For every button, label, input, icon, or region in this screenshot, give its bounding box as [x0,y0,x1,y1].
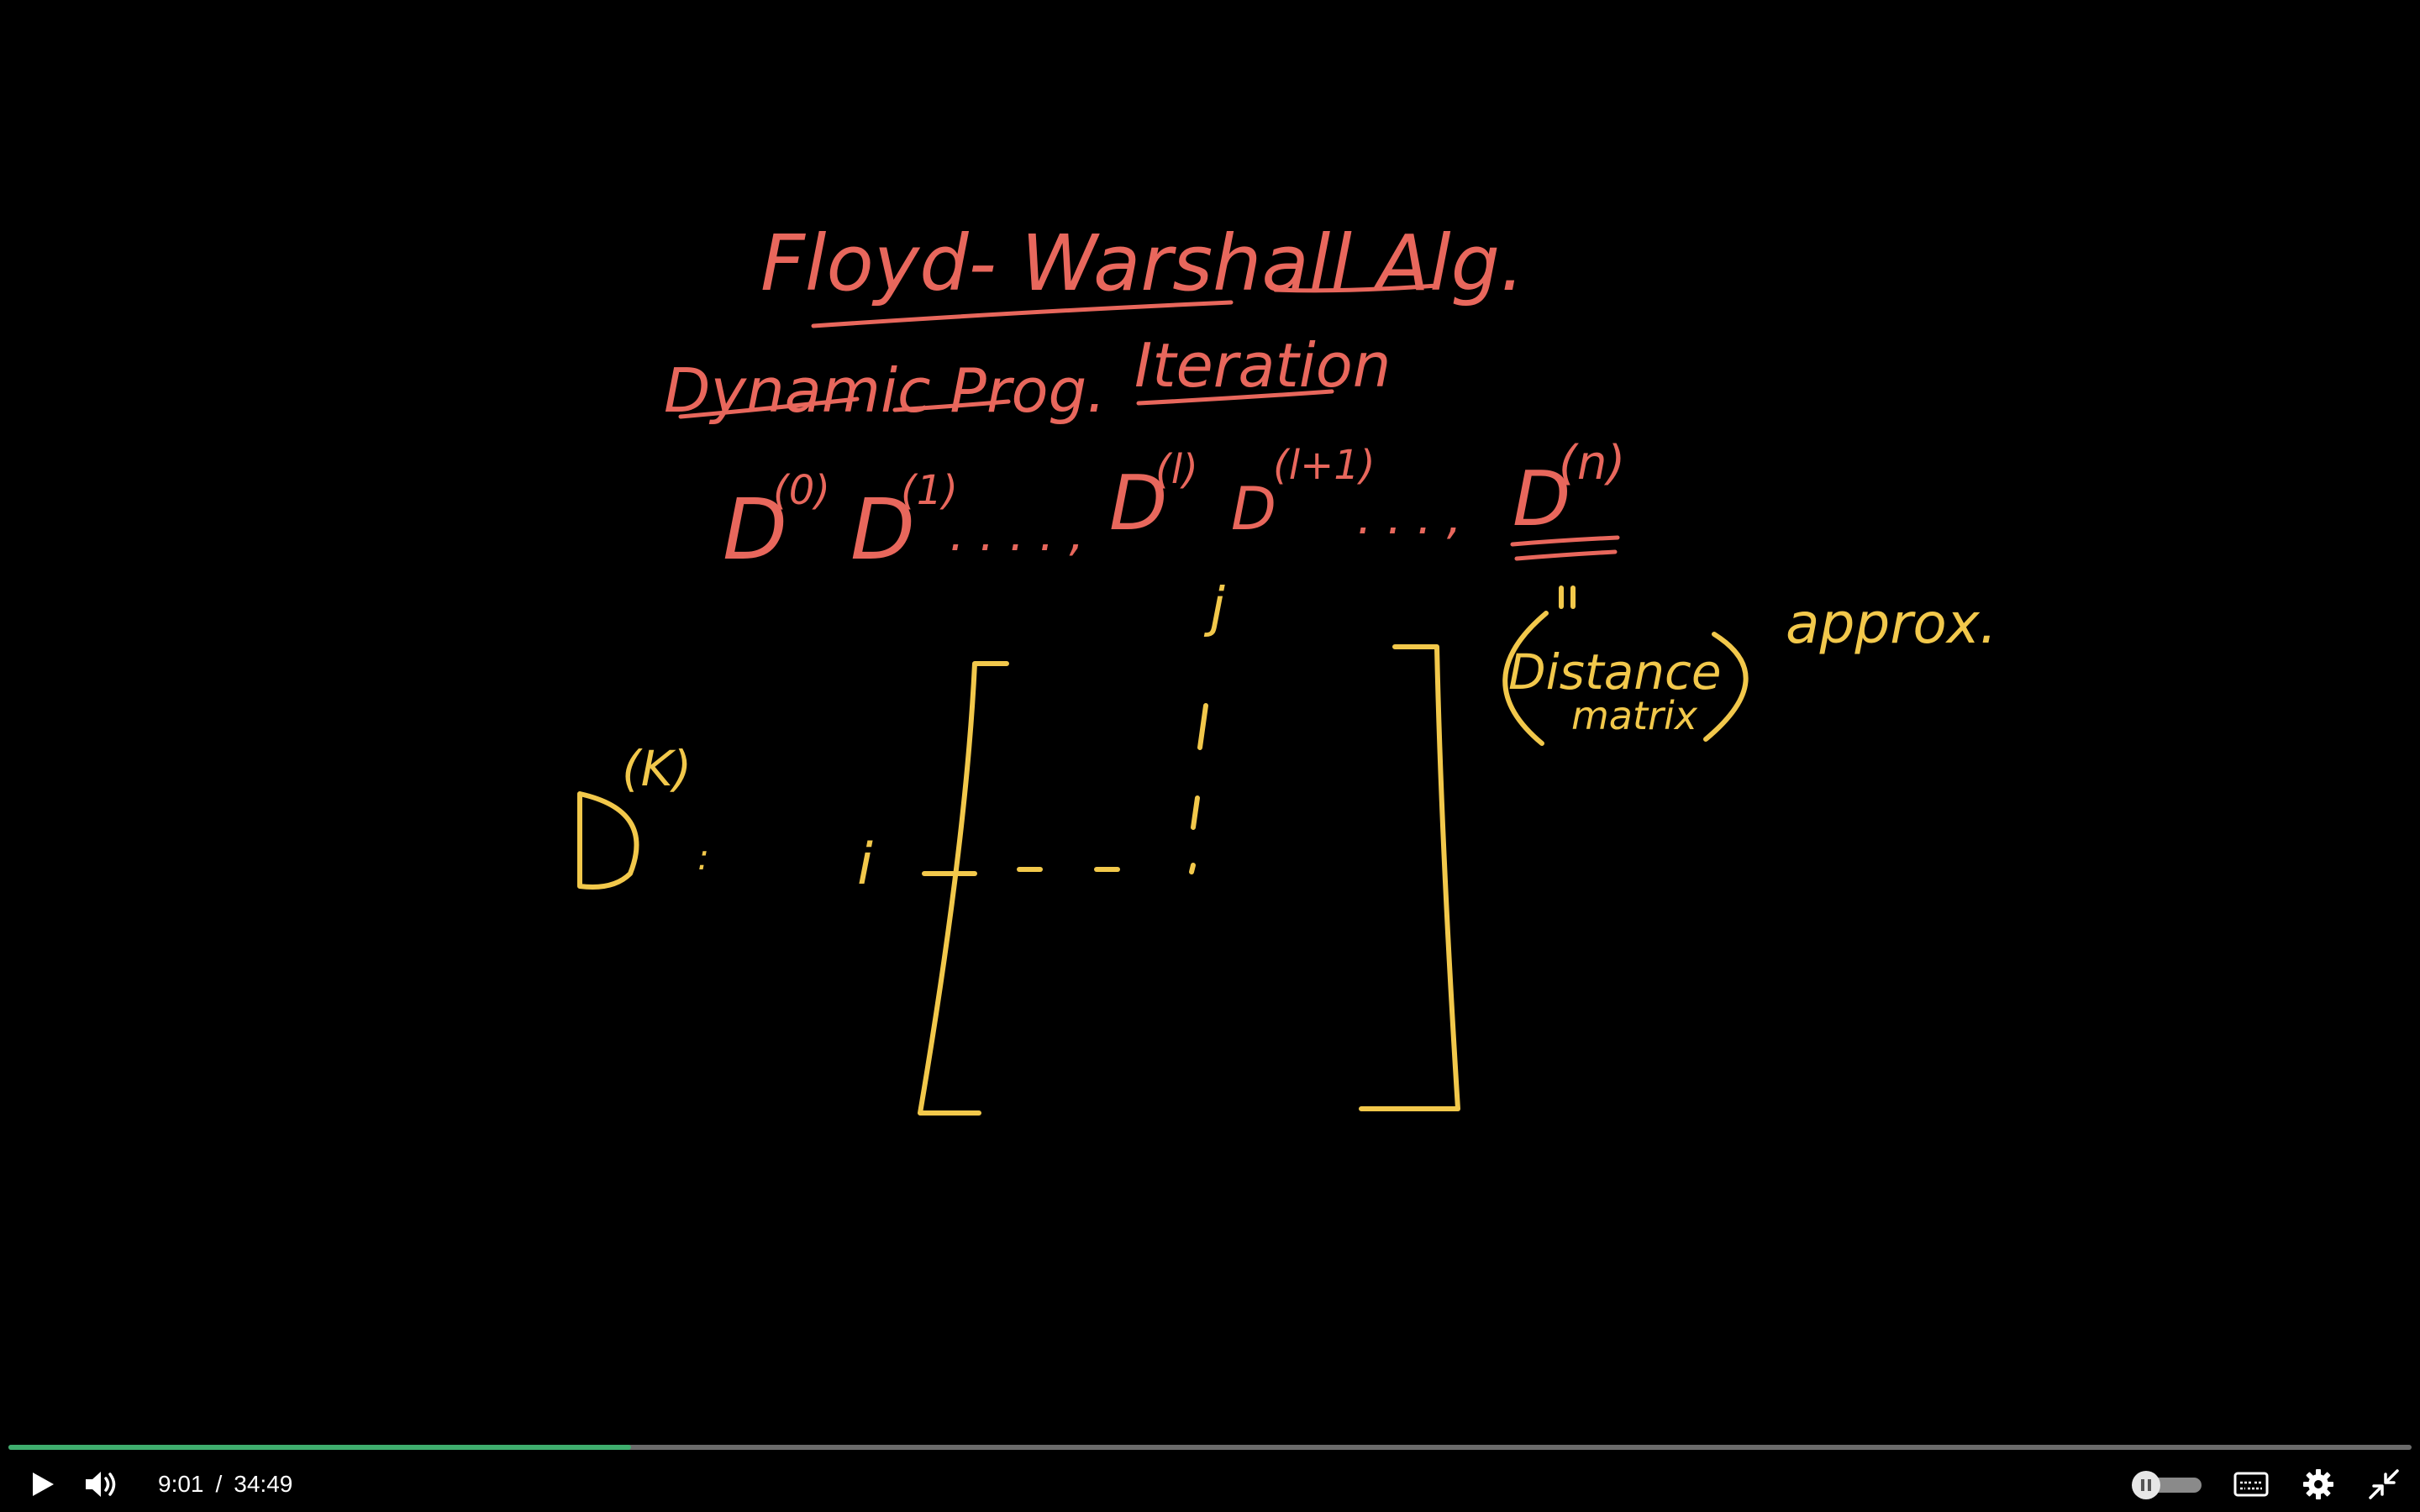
underline-floyd-warshall [811,300,1234,328]
captions-icon [2233,1472,2269,1497]
play-button[interactable] [24,1463,62,1505]
distance-matrix-line1: Distance [1508,643,1722,701]
underline-iteration [1136,389,1334,406]
captions-button[interactable] [2230,1463,2272,1505]
settings-button[interactable] [2297,1463,2339,1505]
underline-dn-1 [1510,535,1620,547]
volume-icon [86,1472,116,1497]
progress-bar-played [8,1445,631,1450]
whiteboard-drawing: Floyd- Warshall Alg. Dynamic Prog. Itera… [577,218,1997,1116]
matrix-drawing [577,585,1749,1116]
player-controls-bar: 9:01 / 34:49 [0,1438,2420,1512]
matrix-right-bracket [1359,644,1460,1111]
play-icon [33,1473,54,1496]
distance-right-paren [1703,632,1749,742]
seq-d0-sup: (0) [773,467,830,514]
seq-d1: D [850,480,915,579]
approx-label: approx. [1786,591,1997,656]
underline-dynamic [678,396,860,419]
seq-dl1-sup: (l+1) [1273,442,1376,489]
time-display: 9:01 / 34:49 [158,1463,292,1505]
time-separator: / [215,1471,223,1497]
exit-fullscreen-icon [2369,1469,2399,1499]
seq-dl: D [1109,459,1167,548]
autoplay-toggle-icon [2132,1471,2202,1499]
underline-alg [1273,283,1439,293]
distance-left-paren [1502,611,1549,746]
dk-sup: (K) [622,740,692,797]
matrix-col-label: j [1203,577,1225,639]
subtitle-iteration: Iteration [1134,330,1391,401]
matrix-left-bracket [918,661,1009,1116]
subtitle-dynamic-prog: Dynamic Prog. [664,355,1106,426]
red-underlines [678,283,1620,561]
autoplay-toggle[interactable] [2126,1463,2207,1505]
seq-dots-2: . . . , [1357,491,1462,545]
dk-colon: : [697,837,709,878]
progress-bar[interactable] [8,1445,2412,1450]
matrix-row-label: i [857,832,873,898]
current-time: 9:01 [158,1471,204,1497]
seq-d0: D [723,480,787,579]
seq-d1-sup: (1) [901,467,958,514]
volume-button[interactable] [81,1463,123,1505]
video-frame-whiteboard: Floyd- Warshall Alg. Dynamic Prog. Itera… [577,218,1997,1116]
seq-dots-1: . . . . , [950,507,1084,562]
seq-dn: D [1512,455,1570,543]
total-duration: 34:49 [234,1471,293,1497]
seq-dl1: D [1231,475,1276,543]
distance-matrix-line2: matrix [1571,693,1698,738]
title-text: Floyd- Warshall Alg. [760,218,1524,308]
gear-icon [2303,1469,2333,1499]
underline-dn-2 [1514,549,1618,561]
dk-letter [577,791,639,890]
exit-fullscreen-button[interactable] [2363,1463,2405,1505]
seq-dn-sup: (n) [1559,436,1625,491]
seq-dl-sup: (l) [1155,446,1198,493]
underline-prog [892,399,1011,412]
